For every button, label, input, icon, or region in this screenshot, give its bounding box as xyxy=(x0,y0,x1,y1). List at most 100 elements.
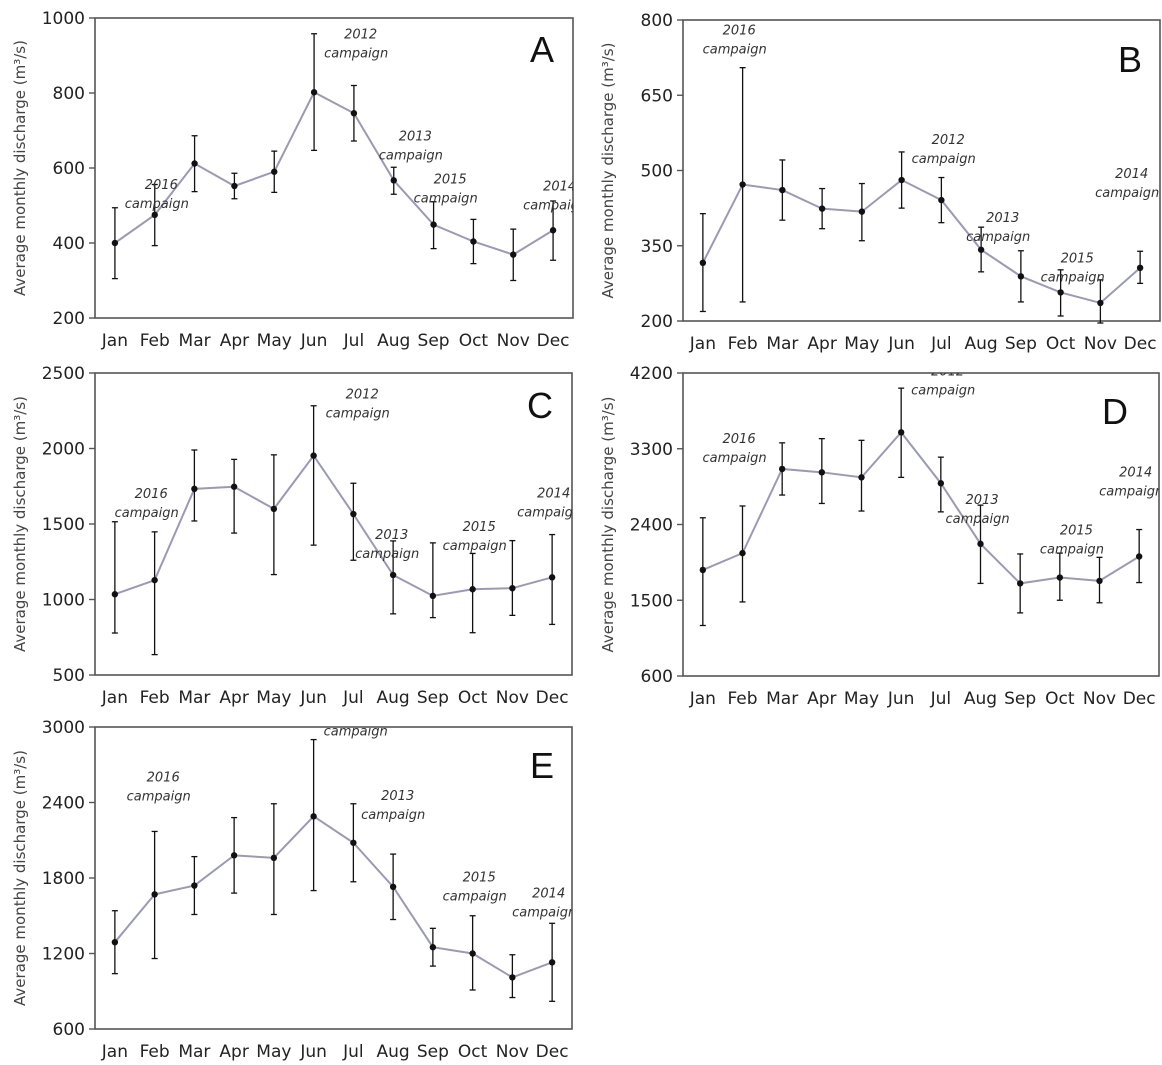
annotation-year: 2014 xyxy=(1119,465,1152,480)
annotation-year: 2015 xyxy=(463,520,496,535)
panel-d: 600 1500 2400 3300 4200 Jan Feb Mar Apr May Jun Jul… xyxy=(599,364,1160,709)
data-point xyxy=(549,227,557,234)
annotation-year: 2016 xyxy=(723,432,756,447)
data-point xyxy=(191,160,198,167)
x-tick-label: Nov xyxy=(1083,689,1116,709)
x-tick-label: Jun xyxy=(300,331,328,351)
data-point xyxy=(548,574,556,581)
plot-frame xyxy=(94,17,574,319)
x-tick-label: Jun xyxy=(887,334,915,354)
x-tick-label: Jan xyxy=(689,334,716,354)
annotation-label: campaign xyxy=(115,506,179,521)
x-tick-label: Dec xyxy=(536,688,569,708)
x-tick-label: Sep xyxy=(1004,689,1036,709)
x-tick-label: Feb xyxy=(140,688,170,708)
data-point xyxy=(1097,299,1104,307)
y-tick-label: 200 xyxy=(53,309,85,329)
x-tick-label: May xyxy=(844,689,879,709)
x-tick-label: Feb xyxy=(727,689,757,709)
panel-b: 200 350 500 650 800 Jan Feb Mar Apr May Jun Jul Aug S… xyxy=(599,11,1161,354)
y-axis-title: Average monthly discharge (m³/s) xyxy=(11,40,29,296)
annotation-label: campaign xyxy=(414,192,478,207)
x-tick-label: Nov xyxy=(496,688,529,708)
x-tick-label: Jun xyxy=(299,688,327,708)
annotation-label: campaign xyxy=(355,547,419,562)
data-point xyxy=(977,246,985,253)
data-point xyxy=(389,571,397,579)
x-tick-label: Mar xyxy=(178,688,210,708)
annotation-year: 2012 xyxy=(344,27,377,42)
y-tick-label: 1500 xyxy=(630,591,673,611)
data-point xyxy=(230,852,238,859)
x-tick-label: May xyxy=(256,1042,291,1062)
y-tick-label: 2400 xyxy=(42,794,85,814)
data-point xyxy=(111,591,119,598)
data-point xyxy=(310,813,317,820)
y-tick-label: 1000 xyxy=(42,591,85,611)
x-tick-label: Aug xyxy=(965,334,998,354)
data-point xyxy=(230,483,238,490)
annotation-year: 2015 xyxy=(463,871,496,886)
data-point xyxy=(509,974,516,981)
annotation-label: campaign xyxy=(1095,186,1159,201)
data-point xyxy=(390,177,397,184)
annotation-year: 2014 xyxy=(537,486,570,501)
panel-letter: A xyxy=(530,29,554,70)
data-point xyxy=(1135,553,1143,560)
data-point xyxy=(1017,273,1025,280)
x-tick-label: Mar xyxy=(766,334,798,354)
data-point xyxy=(898,176,905,184)
annotation-year: 2015 xyxy=(434,173,467,188)
data-point xyxy=(937,480,945,487)
x-tick-label: Dec xyxy=(536,1042,569,1062)
y-tick-label: 2000 xyxy=(42,440,85,460)
x-tick-label: Nov xyxy=(497,331,530,351)
y-tick-label: 1800 xyxy=(42,869,85,889)
data-point xyxy=(271,168,278,175)
panel-letter: E xyxy=(530,745,554,786)
x-tick-label: Jan xyxy=(101,688,128,708)
x-tick-label: May xyxy=(256,688,291,708)
data-point xyxy=(270,505,278,513)
annotation-label: campaign xyxy=(517,505,581,520)
x-tick-label: Sep xyxy=(418,331,450,351)
y-tick-label: 200 xyxy=(641,312,673,332)
data-point xyxy=(1056,574,1064,581)
data-point xyxy=(699,259,707,267)
data-point xyxy=(470,238,477,245)
data-point xyxy=(778,465,786,473)
data-point xyxy=(469,586,476,593)
annotation-label: campaign xyxy=(127,789,191,804)
data-point xyxy=(191,882,198,889)
y-tick-label: 1000 xyxy=(42,9,85,29)
data-point xyxy=(897,429,905,436)
annotation-label: campaign xyxy=(523,198,587,213)
y-axis-title: Average monthly discharge (m³/s) xyxy=(599,397,617,653)
x-tick-label: Jul xyxy=(343,331,365,351)
annotation-year: 2012 xyxy=(931,364,964,379)
x-tick-label: Jul xyxy=(342,1042,364,1062)
annotation-year: 2013 xyxy=(375,528,408,543)
x-tick-label: Oct xyxy=(1046,334,1076,354)
data-point xyxy=(858,474,865,481)
series-line xyxy=(114,453,553,597)
y-tick-label: 1200 xyxy=(42,945,85,965)
annotations: 2016campaign2012campaign2013campaign2015… xyxy=(703,364,1160,558)
panel-e: 600 1200 1800 2400 3000 Jan Feb Mar Apr May Jun Jul… xyxy=(11,718,573,1062)
data-point xyxy=(858,208,866,215)
annotation-year: 2015 xyxy=(1061,251,1094,266)
annotation-year: 2013 xyxy=(986,211,1019,226)
series-line xyxy=(701,178,1141,305)
annotations: 2016campaign2012campaign2013campaign2015… xyxy=(127,727,572,920)
data-point xyxy=(1136,264,1144,272)
x-tick-label: Jul xyxy=(930,334,952,354)
data-point xyxy=(779,186,786,194)
annotation-year: 2014 xyxy=(1115,167,1148,182)
x-tick-label: Jun xyxy=(887,689,915,709)
panel-letter: D xyxy=(1102,391,1128,432)
x-tick-label: Sep xyxy=(1005,334,1037,354)
data-point xyxy=(509,584,516,592)
annotation-label: campaign xyxy=(1041,270,1105,285)
x-tick-label: May xyxy=(257,331,292,351)
